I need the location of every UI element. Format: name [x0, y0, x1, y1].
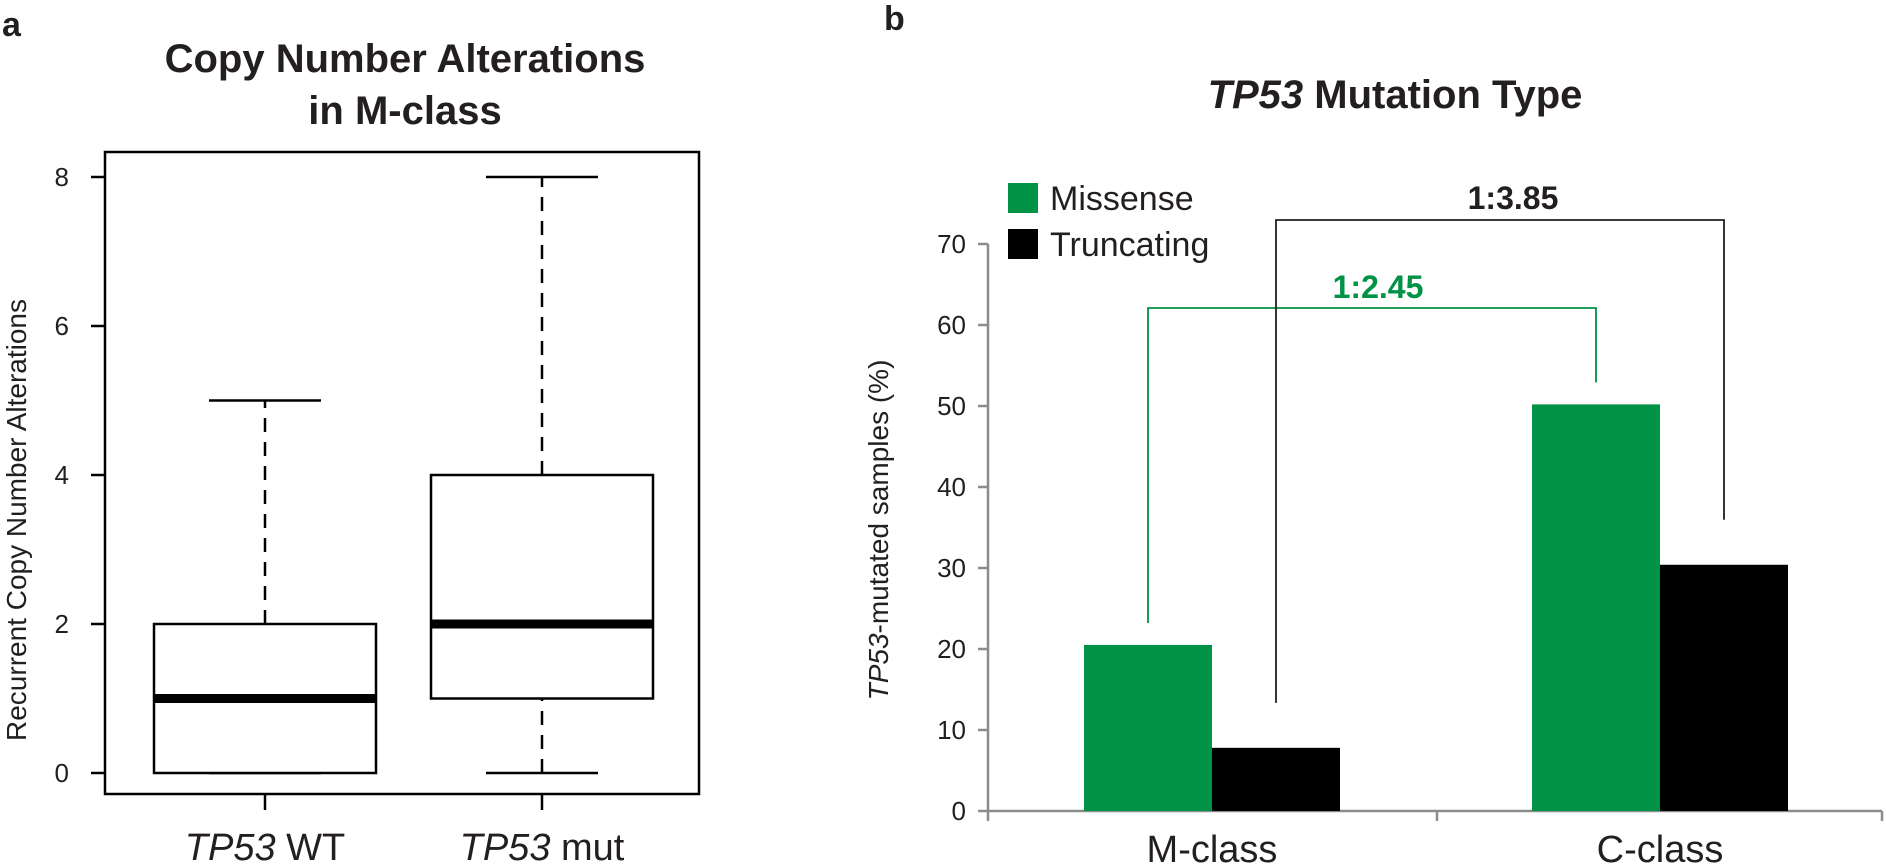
ratio-bracket: [1275, 219, 1725, 703]
legend-swatch-truncating: [1008, 229, 1038, 259]
panel-b-legend: Missense Truncating: [1008, 180, 1209, 264]
y-tick-label: 60: [937, 310, 966, 340]
panel-a-y-axis-label: Recurrent Copy Number Alterations: [1, 299, 32, 741]
x-category-label: C-class: [1597, 829, 1724, 866]
ratio-bracket: [1147, 307, 1597, 623]
bar-truncating: [1212, 747, 1340, 811]
y-tick-label: 0: [55, 758, 69, 788]
y-tick-label: 10: [937, 715, 966, 745]
panel-a-title-line1: Copy Number Alterations: [165, 37, 646, 81]
panel-b-bar-chart: b TP53 Mutation Type TP53-mutated sample…: [863, 0, 1884, 866]
box-group: [152, 399, 378, 775]
ratio-label: 1:3.85: [1468, 180, 1559, 216]
x-category-label: TP53 WT: [185, 827, 345, 866]
x-category-label-italic: TP53: [185, 827, 276, 866]
y-tick-label: 20: [937, 634, 966, 664]
bar-missense: [1084, 644, 1212, 811]
y-tick-label: 70: [937, 229, 966, 259]
y-tick-label: 8: [55, 162, 69, 192]
x-category-label: TP53 mut: [460, 827, 625, 866]
legend-label-missense: Missense: [1050, 180, 1194, 218]
y-tick-label: 50: [937, 391, 966, 421]
y-tick-label: 30: [937, 553, 966, 583]
panel-label-a: a: [2, 6, 22, 44]
panel-b-x-labels: M-class C-class: [1147, 829, 1724, 866]
panel-a-x-labels: TP53 WT TP53 mut: [185, 794, 625, 866]
panel-b-bars: [1084, 404, 1788, 811]
y-tick-label: 2: [55, 609, 69, 639]
panel-a-y-axis: 0 2 4 6 8: [55, 162, 105, 788]
panel-a-title-line2: in M-class: [308, 89, 501, 133]
panel-b-title-rest: Mutation Type: [1303, 73, 1582, 117]
y-tick-label: 40: [937, 472, 966, 502]
panel-b-ratio-brackets: 1:2.45 1:3.85: [1147, 180, 1725, 703]
bar-truncating: [1660, 564, 1788, 811]
ratio-label: 1:2.45: [1333, 269, 1424, 305]
y-tick-label: 0: [952, 796, 966, 826]
bar-missense: [1532, 404, 1660, 811]
iqr-box: [429, 473, 655, 700]
panel-b-title-italic: TP53: [1208, 73, 1304, 117]
panel-label-b: b: [884, 0, 905, 38]
panel-a-boxplot: a Copy Number Alterations in M-class Rec…: [1, 6, 701, 866]
legend-swatch-missense: [1008, 183, 1038, 213]
x-category-label: M-class: [1147, 829, 1278, 866]
y-tick-label: 6: [55, 311, 69, 341]
panel-b-ylabel-rest: -mutated samples (%): [863, 360, 894, 634]
box-group: [429, 175, 655, 775]
panel-b-y-axis-label: TP53-mutated samples (%): [863, 360, 894, 701]
x-category-label-italic: TP53: [460, 827, 551, 866]
panel-a-plot-frame: [103, 150, 701, 796]
legend-label-truncating: Truncating: [1050, 226, 1209, 264]
x-category-label-rest: mut: [550, 827, 624, 866]
panel-b-ylabel-italic: TP53: [863, 633, 894, 700]
x-category-label-rest: WT: [276, 827, 346, 866]
panel-a-boxes: [152, 175, 655, 775]
y-tick-label: 4: [55, 460, 69, 490]
panel-b-title: TP53 Mutation Type: [1208, 73, 1583, 117]
